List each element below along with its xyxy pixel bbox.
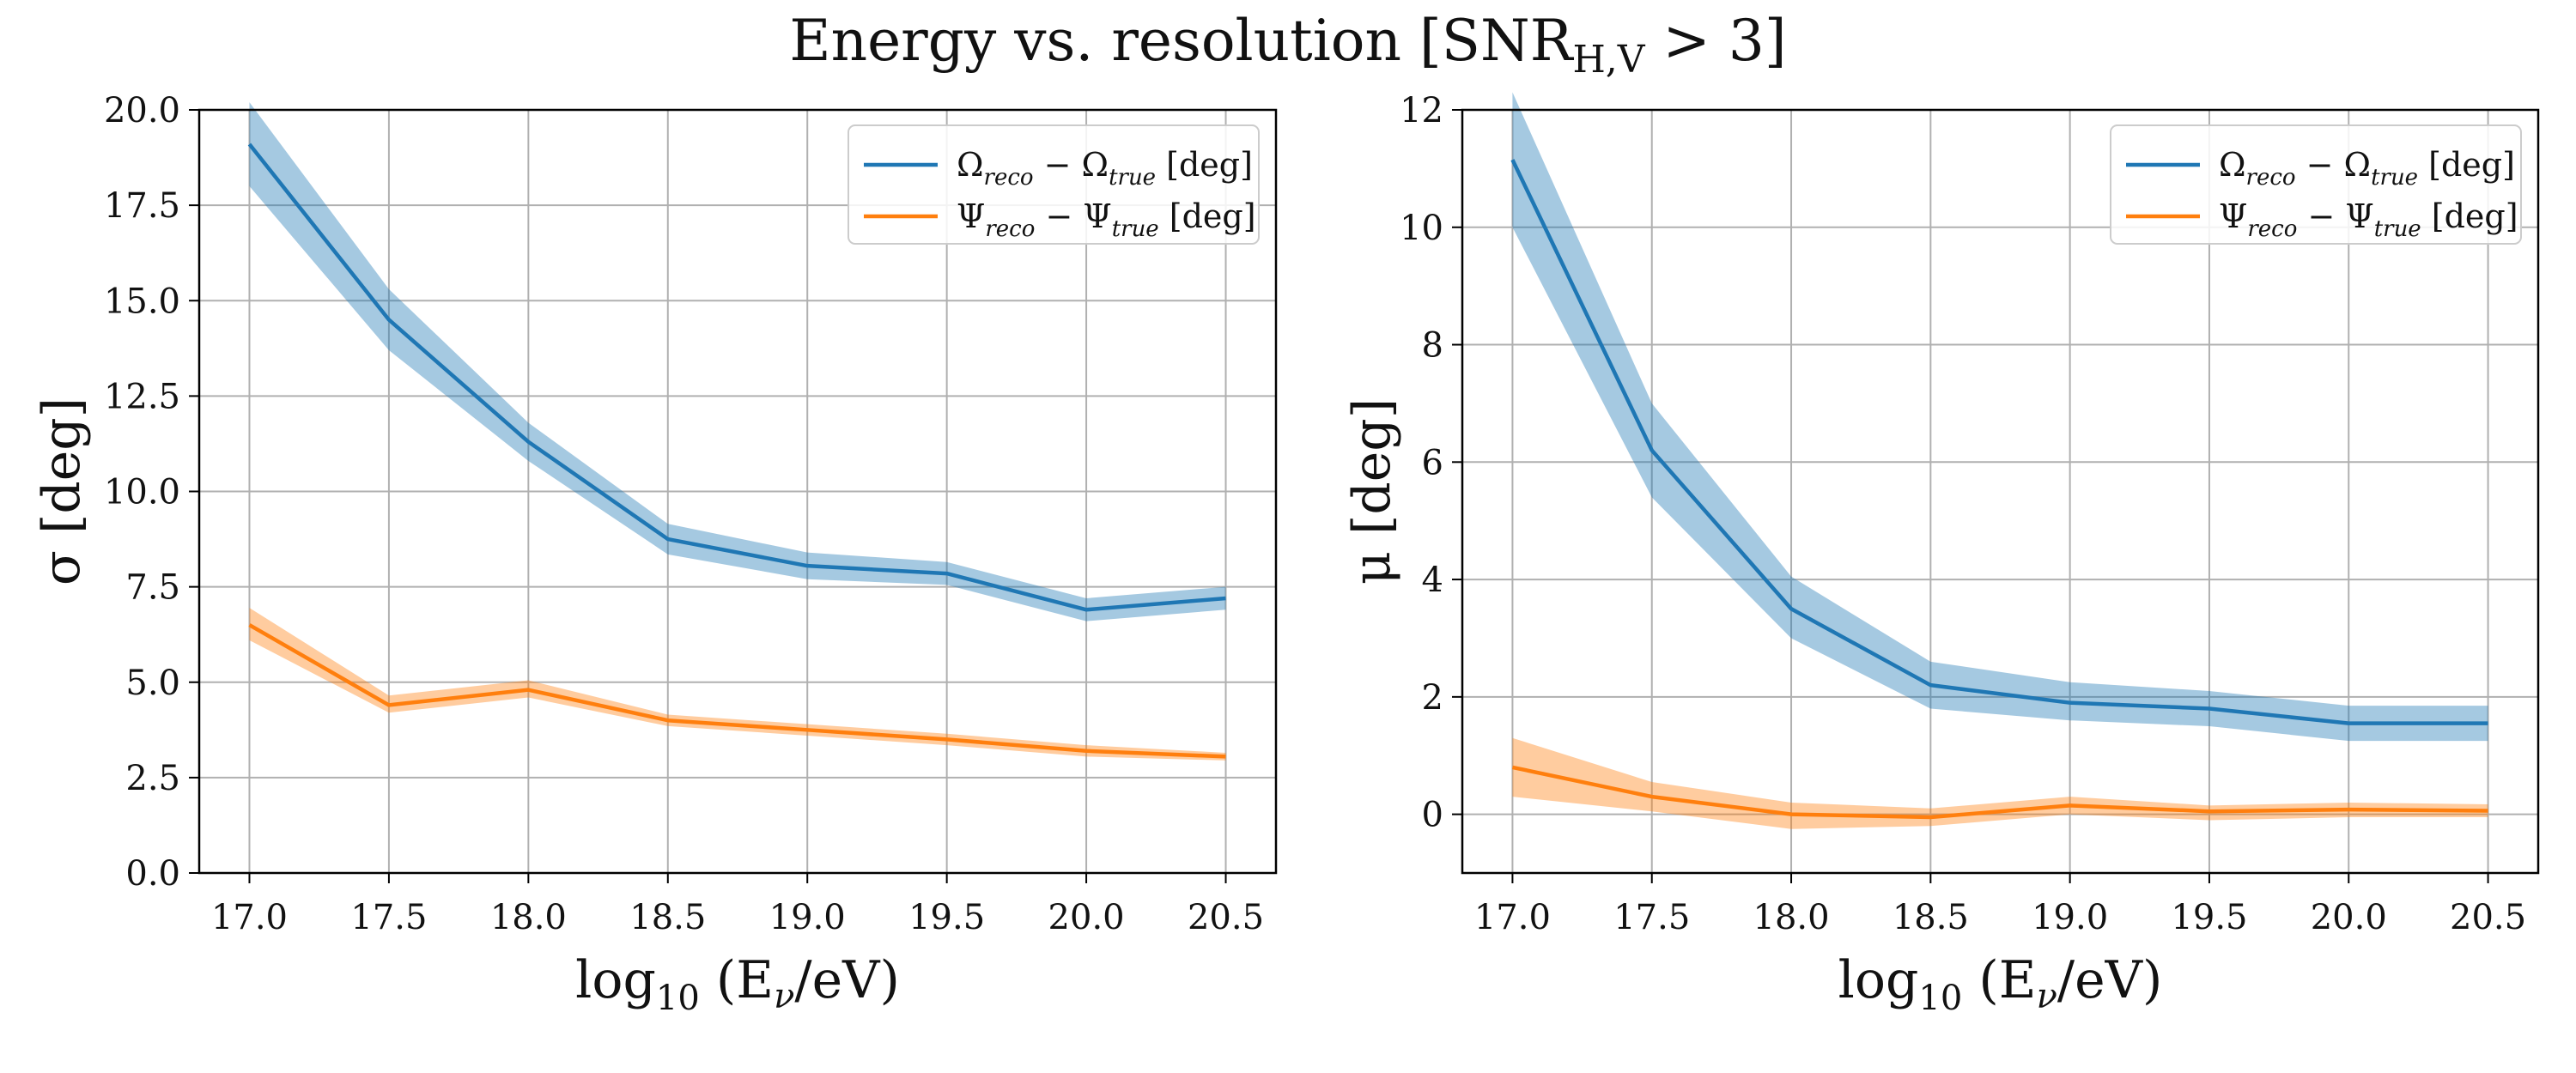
x-tick-label: 17.0: [1474, 898, 1551, 937]
y-axis-label: σ [deg]: [32, 397, 92, 585]
x-tick-label: 19.5: [908, 898, 985, 937]
x-tick-label: 18.0: [1753, 898, 1830, 937]
x-tick-label: 20.5: [1188, 898, 1264, 937]
figure-title-subscript: H,V: [1572, 38, 1645, 82]
y-tick-label: 0.0: [125, 854, 180, 894]
y-tick-label: 8: [1422, 326, 1443, 366]
y-tick-label: 20.0: [104, 91, 180, 130]
x-axis-label: log10 (Eν/eV): [575, 950, 900, 1018]
legend-label-reco-true-deg: Ωreco − Ωtrue [deg]: [2219, 146, 2515, 191]
x-tick-label: 19.0: [2032, 898, 2108, 937]
uncertainty-band-reco-true-deg: [1512, 737, 2488, 829]
legend-label-reco-true-deg: Ψreco − Ψtrue [deg]: [957, 197, 1256, 242]
uncertainty-band-reco-true-deg: [249, 102, 1226, 621]
x-tick-label: 17.5: [350, 898, 427, 937]
figure-title-main: Energy vs. resolution [SNR: [789, 8, 1574, 74]
figure-title-tail: > 3]: [1645, 8, 1787, 74]
y-tick-label: 2: [1422, 678, 1443, 718]
x-tick-label: 19.0: [769, 898, 846, 937]
y-tick-label: 17.5: [104, 186, 180, 226]
y-tick-label: 0: [1422, 796, 1443, 835]
x-tick-label: 18.5: [629, 898, 706, 937]
legend-label-reco-true-deg: Ψreco − Ψtrue [deg]: [2219, 197, 2518, 242]
series-line-reco-true-deg: [1511, 765, 2488, 820]
y-tick-label: 6: [1422, 443, 1443, 482]
y-tick-label: 12.5: [104, 377, 180, 416]
x-tick-label: 18.5: [1893, 898, 1969, 937]
y-tick-label: 2.5: [125, 759, 180, 798]
y-axis-label: μ [deg]: [1342, 398, 1402, 585]
figure-title: Energy vs. resolution [SNRH,V > 3]: [789, 8, 1786, 82]
chart-left-sigma: 17.0 17.5 18.0 18.5 19.0 19.5 20.0 20.5 0.0 2.5 5.…: [32, 91, 1278, 1018]
legend-box: [848, 124, 1260, 245]
chart-right-mu: 17.0 17.5 18.0 18.5 19.0 19.5 20.0 20.5 0 2 4 6 8 10 1…: [1342, 91, 2540, 1018]
uncertainty-band-reco-true-deg: [1512, 92, 2488, 742]
series-line-reco-true-deg: [248, 623, 1226, 759]
y-tick-label: 12: [1400, 91, 1443, 130]
y-tick-label: 15.0: [104, 282, 180, 321]
x-tick-label: 19.5: [2171, 898, 2247, 937]
legend-label-reco-true-deg: Ωreco − Ωtrue [deg]: [957, 146, 1253, 191]
x-tick-label: 17.5: [1613, 898, 1690, 937]
y-tick-label: 10: [1400, 209, 1443, 248]
uncertainty-band-reco-true-deg: [249, 608, 1226, 761]
x-tick-label: 20.5: [2450, 898, 2526, 937]
series-line-reco-true-deg: [1510, 159, 2488, 725]
x-tick-label: 20.0: [2311, 898, 2387, 937]
x-tick-label: 20.0: [1048, 898, 1125, 937]
axes-frame: [1461, 108, 2540, 875]
y-tick-label: 4: [1422, 561, 1443, 600]
x-tick-label: 17.0: [211, 898, 288, 937]
y-tick-label: 5.0: [125, 664, 180, 703]
y-tick-label: 7.5: [125, 568, 180, 608]
legend-box: [2110, 124, 2522, 245]
x-tick-label: 18.0: [490, 898, 567, 937]
x-axis-label: log10 (Eν/eV): [1838, 950, 2163, 1018]
y-tick-label: 10.0: [104, 473, 180, 512]
series-line-reco-true-deg: [247, 142, 1226, 612]
